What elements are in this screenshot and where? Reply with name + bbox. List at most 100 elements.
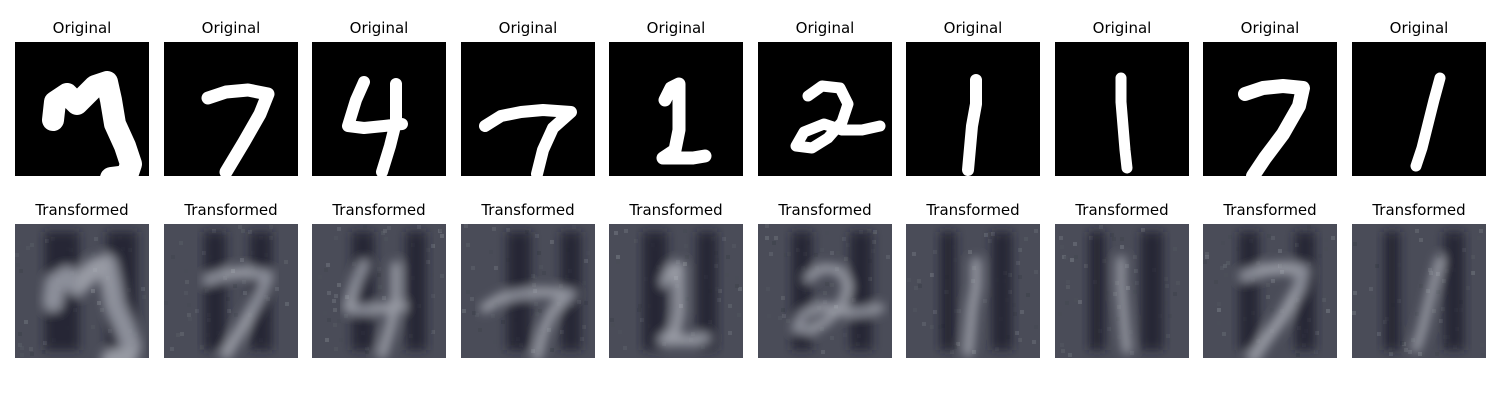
original-digit-4-svg bbox=[312, 42, 446, 176]
noise-pixel bbox=[431, 244, 435, 248]
noise-pixel bbox=[542, 271, 546, 275]
noise-pixel bbox=[717, 298, 721, 302]
noise-pixel bbox=[344, 314, 348, 318]
transformed-title: Transformed bbox=[1075, 201, 1169, 219]
dark-band bbox=[1295, 232, 1315, 350]
blurred-content bbox=[43, 232, 141, 358]
noise-pixel bbox=[586, 251, 590, 255]
original-title: Original bbox=[52, 19, 112, 37]
noise-pixel bbox=[686, 308, 690, 312]
noise-pixel bbox=[1173, 292, 1177, 296]
noise-pixel bbox=[269, 225, 273, 229]
noise-pixel bbox=[1439, 319, 1443, 323]
image-background bbox=[758, 42, 892, 176]
noise-pixel bbox=[200, 345, 204, 349]
digit-stroke bbox=[1116, 255, 1132, 355]
digit-stroke bbox=[480, 287, 576, 358]
noise-pixel bbox=[1377, 332, 1381, 336]
noise-pixel bbox=[1130, 351, 1134, 355]
transformed-digit-7-svg bbox=[1203, 224, 1337, 358]
noise-pixel bbox=[830, 336, 834, 340]
noise-pixel bbox=[20, 346, 24, 350]
noise-pixel bbox=[1073, 242, 1077, 246]
noise-pixel bbox=[1217, 321, 1221, 325]
noise-pixel bbox=[728, 331, 732, 335]
digit-stroke bbox=[1238, 79, 1310, 176]
noise-pixel bbox=[91, 325, 95, 329]
original-digit-image-4 bbox=[15, 42, 149, 176]
noise-pixel bbox=[772, 241, 776, 245]
noise-pixel bbox=[1203, 260, 1207, 264]
noise-pixel bbox=[624, 229, 628, 233]
noise-pixel bbox=[1024, 237, 1028, 241]
transformed-title: Transformed bbox=[778, 201, 872, 219]
noise-pixel bbox=[42, 350, 46, 354]
noise-pixel bbox=[349, 348, 353, 352]
noise-pixel bbox=[737, 313, 741, 317]
noise-pixel bbox=[1018, 338, 1022, 342]
transformed-digit-1-svg bbox=[1352, 224, 1486, 358]
noise-pixel bbox=[1315, 331, 1319, 335]
noise-pixel bbox=[765, 236, 769, 240]
noise-pixel bbox=[1471, 271, 1475, 275]
original-title: Original bbox=[201, 19, 261, 37]
transformed-digit-image-4 bbox=[15, 224, 149, 358]
noise-pixel bbox=[1466, 286, 1470, 290]
noise-pixel bbox=[1168, 338, 1172, 342]
noise-pixel bbox=[180, 332, 184, 336]
noise-pixel bbox=[377, 273, 381, 277]
blurred-content bbox=[1239, 232, 1315, 358]
noise-pixel bbox=[100, 308, 104, 312]
dark-band bbox=[1239, 232, 1259, 350]
noise-pixel bbox=[1078, 300, 1082, 304]
noise-pixel bbox=[1415, 229, 1419, 233]
transformed-digit-image-7 bbox=[1203, 224, 1337, 358]
noise-pixel bbox=[1278, 249, 1282, 253]
noise-pixel bbox=[1135, 281, 1139, 285]
noise-pixel bbox=[618, 330, 622, 334]
transformed-digit-4-svg bbox=[312, 224, 446, 358]
noise-pixel bbox=[1436, 290, 1440, 294]
noise-pixel bbox=[1168, 314, 1172, 318]
noise-pixel bbox=[531, 274, 535, 278]
original-title: Original bbox=[943, 19, 1003, 37]
noise-pixel bbox=[933, 310, 937, 314]
dark-band bbox=[850, 232, 872, 350]
noise-pixel bbox=[537, 251, 541, 255]
transformed-digit-7-svg bbox=[461, 224, 595, 358]
noise-pixel bbox=[1400, 341, 1404, 345]
noise-pixel bbox=[1224, 273, 1228, 277]
original-title: Original bbox=[498, 19, 558, 37]
noise-pixel bbox=[538, 309, 542, 313]
noise-pixel bbox=[176, 333, 180, 337]
noise-pixel bbox=[1016, 261, 1020, 265]
noise-pixel bbox=[683, 229, 687, 233]
noise-pixel bbox=[918, 284, 922, 288]
noise-pixel bbox=[1173, 247, 1177, 251]
noise-pixel bbox=[766, 287, 770, 291]
noise-pixel bbox=[930, 273, 934, 277]
noise-pixel bbox=[1418, 352, 1422, 356]
noise-pixel bbox=[871, 249, 875, 253]
noise-pixel bbox=[1326, 309, 1330, 313]
transformed-title: Transformed bbox=[926, 201, 1020, 219]
transformed-digit-image-1 bbox=[1055, 224, 1189, 358]
original-digit-image-7 bbox=[461, 42, 595, 176]
noise-pixel bbox=[18, 332, 22, 336]
blurred-content bbox=[202, 232, 274, 358]
noise-pixel bbox=[983, 299, 987, 303]
noise-pixel bbox=[722, 237, 726, 241]
noise-pixel bbox=[1134, 269, 1138, 273]
noise-pixel bbox=[141, 287, 145, 291]
noise-pixel bbox=[1018, 275, 1022, 279]
noise-pixel bbox=[227, 309, 231, 313]
noise-pixel bbox=[1133, 290, 1137, 294]
noise-pixel bbox=[1479, 229, 1483, 233]
noise-pixel bbox=[1353, 291, 1357, 295]
original-digit-image-1 bbox=[906, 42, 1040, 176]
digit-stroke bbox=[43, 254, 141, 358]
noise-pixel bbox=[623, 346, 627, 350]
noise-pixel bbox=[240, 258, 244, 262]
noise-pixel bbox=[1058, 312, 1062, 316]
noise-pixel bbox=[1411, 338, 1415, 342]
